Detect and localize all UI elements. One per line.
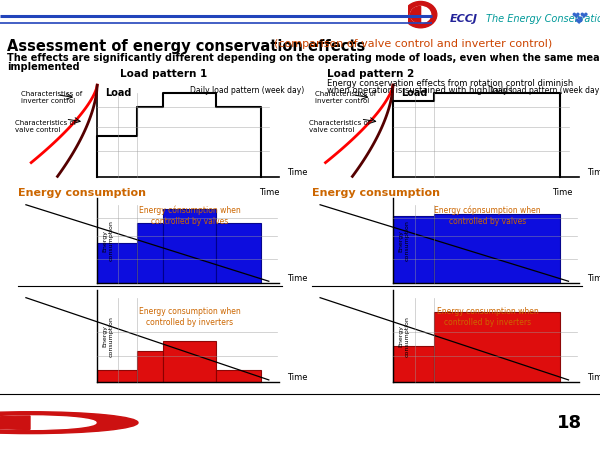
Bar (393, 346, 433, 382)
Wedge shape (0, 416, 30, 429)
Text: when operation is sustained with high loads.: when operation is sustained with high lo… (327, 86, 515, 95)
Text: Time: Time (587, 274, 600, 283)
Text: The Energy Conservation Center Japan: The Energy Conservation Center Japan (486, 14, 600, 24)
Text: Load pattern 1: Load pattern 1 (120, 69, 207, 79)
Text: Time: Time (587, 373, 600, 382)
Text: Energy consumption when
controlled by inverters: Energy consumption when controlled by in… (139, 307, 241, 327)
Text: Energy cópnsumption when
controlled by valves: Energy cópnsumption when controlled by v… (434, 206, 541, 225)
Text: ❤: ❤ (572, 11, 580, 21)
Circle shape (410, 6, 431, 23)
Text: Load pattern 2: Load pattern 2 (327, 69, 414, 79)
Text: Characteristics of
valve control: Characteristics of valve control (310, 120, 371, 133)
Bar (97, 370, 137, 382)
Bar (393, 216, 433, 283)
Text: Daily load pattern (week day): Daily load pattern (week day) (190, 86, 304, 95)
Bar (163, 341, 216, 382)
Text: Energy cónsumption when
controlled by valves: Energy cónsumption when controlled by va… (139, 206, 241, 225)
Text: Time: Time (287, 168, 308, 177)
Text: Characteristics of
inverter control: Characteristics of inverter control (20, 91, 82, 104)
Text: Load: Load (105, 88, 131, 98)
Text: The effects are significantly different depending on the operating mode of loads: The effects are significantly different … (7, 53, 600, 63)
Bar (433, 214, 560, 283)
Text: Energy consumption: Energy consumption (312, 188, 440, 198)
Text: ❤: ❤ (579, 11, 587, 21)
Text: ❤: ❤ (575, 17, 583, 27)
Circle shape (0, 416, 96, 429)
Bar (137, 223, 163, 283)
Text: Energy consumption when
controlled by inverters: Energy consumption when controlled by in… (437, 307, 538, 327)
Text: Characteristics of
valve control: Characteristics of valve control (16, 120, 77, 133)
Text: ECCJ: ECCJ (450, 14, 478, 24)
Text: Load: Load (401, 88, 427, 98)
Text: Energy consumption: Energy consumption (18, 188, 146, 198)
Text: Time: Time (287, 373, 308, 382)
Text: Time: Time (587, 168, 600, 177)
Text: Energy
consumption: Energy consumption (398, 316, 409, 357)
Bar (163, 209, 216, 283)
Bar (97, 243, 137, 283)
Text: Characteristics of
inverter control: Characteristics of inverter control (314, 91, 376, 104)
Text: 18: 18 (557, 414, 582, 432)
Bar (137, 351, 163, 382)
Circle shape (0, 412, 138, 434)
Text: (comparison of valve control and inverter control): (comparison of valve control and inverte… (267, 39, 552, 49)
Text: ECCJ: ECCJ (60, 416, 91, 429)
Bar (216, 370, 261, 382)
Text: Daily load pattern (week day): Daily load pattern (week day) (487, 86, 600, 95)
Text: Time: Time (287, 274, 308, 283)
Circle shape (404, 1, 437, 28)
Text: implemented: implemented (7, 62, 80, 72)
Text: Time: Time (552, 188, 572, 197)
Bar (216, 223, 261, 283)
Text: Time: Time (259, 188, 280, 197)
Text: ❤: ❤ (577, 16, 583, 22)
Text: Assessment of energy conservation effects: Assessment of energy conservation effect… (7, 39, 365, 54)
Text: Energy
consumption: Energy consumption (398, 220, 409, 261)
Text: Energy
consumption: Energy consumption (103, 316, 113, 357)
Text: Energy
consumption: Energy consumption (103, 220, 113, 261)
Text: Energy conservation effects from rotation control diminish: Energy conservation effects from rotatio… (327, 79, 573, 88)
Wedge shape (410, 6, 421, 23)
Bar (433, 312, 560, 382)
